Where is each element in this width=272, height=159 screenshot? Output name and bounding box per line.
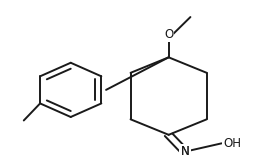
Text: OH: OH (223, 137, 241, 150)
Text: N: N (181, 145, 189, 158)
Text: O: O (164, 28, 173, 41)
Text: N: N (181, 145, 189, 158)
